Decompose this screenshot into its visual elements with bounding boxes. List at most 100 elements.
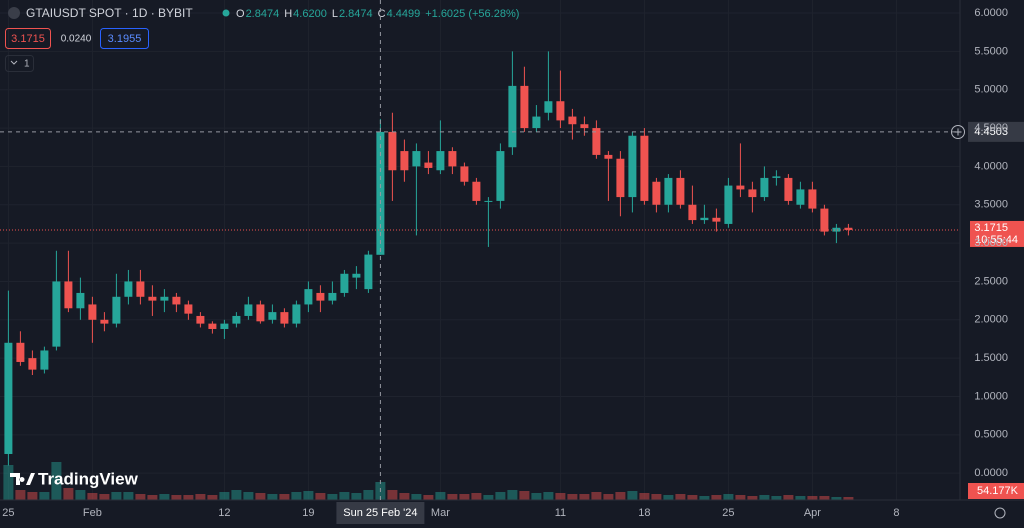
indicator-toggle[interactable]: [5, 55, 34, 72]
x-tick-label: 8: [893, 507, 899, 519]
volume-bar: [723, 494, 734, 500]
ohlc-value: 2.8474: [246, 8, 280, 20]
ohlc-value: 4.4499: [387, 8, 421, 20]
candle-body: [616, 158, 625, 198]
market-status: [222, 9, 230, 17]
volume-bar: [459, 494, 470, 500]
volume-bar: [159, 494, 170, 500]
candle-body: [40, 350, 49, 370]
candle-body: [808, 189, 817, 209]
volume-bar: [807, 496, 818, 500]
volume-bar: [471, 493, 482, 500]
candle-body: [76, 292, 85, 309]
candle-body: [196, 315, 205, 324]
x-tick-label: 19: [302, 507, 314, 519]
candle-body: [88, 304, 97, 320]
y-tick-label: 3.0000: [974, 237, 1008, 249]
volume-bar: [687, 495, 698, 500]
logo-text: TradingView: [38, 469, 139, 488]
candle-body: [640, 135, 649, 201]
ohlc-label: C: [378, 8, 386, 20]
volume-bar: [675, 494, 686, 500]
candle-body: [844, 227, 853, 230]
volume-bar: [795, 496, 806, 500]
y-tick-label: 2.0000: [974, 314, 1008, 326]
candle-body: [544, 101, 553, 113]
symbol-icon: [8, 7, 20, 19]
volume-bar: [219, 492, 230, 500]
x-tick-label: Feb: [83, 507, 102, 519]
candle-body: [364, 254, 373, 290]
candle-body: [268, 312, 277, 320]
ohlc-label: L: [332, 8, 338, 20]
x-tick-label: Mar: [431, 507, 450, 519]
candle-body: [280, 312, 289, 324]
candle-body: [664, 177, 673, 205]
candle-body: [244, 304, 253, 316]
symbol: GTAIUSDT SPOT · 1D · BYBIT: [26, 6, 193, 20]
candle-body: [652, 181, 661, 205]
y-tick-label: 2.5000: [974, 275, 1008, 287]
volume-bar: [531, 493, 542, 500]
spread: 0.0240: [61, 34, 92, 45]
volume-bar: [339, 492, 350, 500]
chevron: [10, 60, 18, 65]
volume-bar: [75, 490, 86, 500]
ohlc-value: 2.8474: [339, 8, 373, 20]
candle-body: [472, 181, 481, 201]
volume-bar: [63, 488, 74, 500]
y-tick-label: 1.5000: [974, 352, 1008, 364]
buy-box[interactable]: [100, 28, 149, 49]
candle-body: [148, 296, 157, 301]
last-price-label: 3.1715: [974, 222, 1008, 234]
ohlc-label: H: [284, 8, 292, 20]
y-tick-label: 5.0000: [974, 84, 1008, 96]
volume-label: 54.177K: [977, 485, 1019, 497]
sell-box[interactable]: [5, 28, 51, 49]
crosshair-date-label: Sun 25 Feb '24: [343, 507, 417, 519]
ohlc-label: O: [236, 8, 245, 20]
volume-bar: [303, 491, 314, 500]
y-tick-label: 1.0000: [974, 390, 1008, 402]
volume-bar: [555, 493, 566, 500]
volume-bar: [99, 494, 110, 500]
volume-bar: [519, 491, 530, 500]
volume-bar: [711, 495, 722, 500]
candle-body: [124, 281, 133, 297]
change: +1.6025 (+56.28%): [425, 8, 519, 20]
candle-body: [580, 124, 589, 129]
volume-bar: [747, 496, 758, 500]
candle-body: [688, 204, 697, 221]
candle-body: [388, 131, 397, 171]
candle-body: [220, 323, 229, 329]
volume-bar: [3, 465, 14, 500]
volume-bar: [507, 490, 518, 500]
volume-bar: [135, 494, 146, 500]
candle-body: [784, 177, 793, 201]
volume-bar: [483, 495, 494, 500]
sell-price: 3.1715: [11, 33, 45, 45]
volume-bar: [123, 492, 134, 500]
indicator-count: 1: [24, 59, 30, 70]
candle-body: [52, 281, 61, 347]
candle-body: [352, 273, 361, 278]
volume-bar: [783, 495, 794, 500]
candle-body: [772, 176, 781, 178]
candle-body: [4, 342, 13, 454]
volume-bar: [627, 491, 638, 500]
settings-icon[interactable]: [994, 507, 1006, 519]
volume-bar: [639, 493, 650, 500]
y-tick-label: 0.0000: [974, 467, 1008, 479]
add-button[interactable]: [951, 125, 965, 139]
volume-bar: [243, 492, 254, 500]
volume-bar: [231, 490, 242, 500]
volume-bar: [111, 492, 122, 500]
volume-bar: [39, 492, 50, 500]
candle-body: [520, 85, 529, 129]
candle-body: [208, 323, 217, 329]
volume-bar: [351, 493, 362, 500]
volume-bar: [615, 492, 626, 500]
volume-bar: [699, 496, 710, 500]
candle-body: [760, 177, 769, 198]
candle-body: [304, 289, 313, 305]
